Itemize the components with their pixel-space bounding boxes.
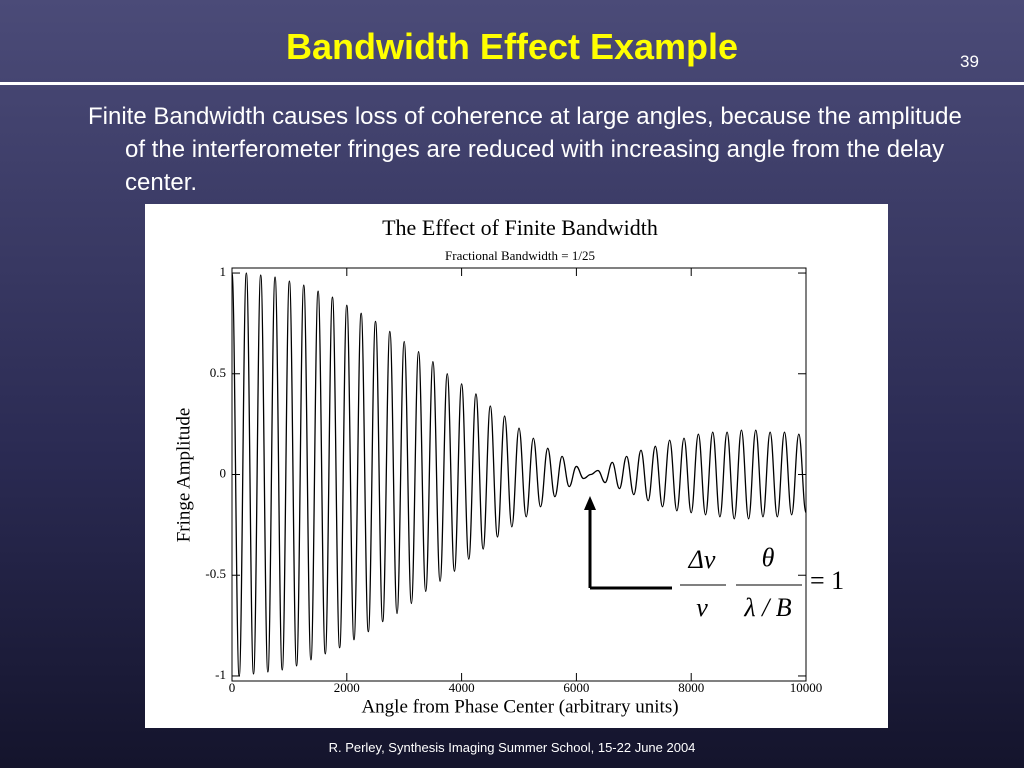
formula: = 1	[810, 566, 844, 595]
x-axis-label: Angle from Phase Center (arbitrary units…	[361, 696, 678, 717]
x-tick-label: 8000	[678, 680, 704, 695]
y-axis-label: Fringe Amplitude	[173, 408, 194, 543]
chart: The Effect of Finite Bandwidth Fractiona…	[173, 215, 845, 718]
y-tick-label: 1	[220, 264, 227, 279]
chart-subtitle: Fractional Bandwidth = 1/25	[445, 248, 595, 263]
y-tick-label: -0.5	[205, 566, 226, 581]
formula: Δν	[688, 545, 716, 574]
page-number: 39	[960, 52, 979, 71]
slide-title: Bandwidth Effect Example	[285, 26, 739, 67]
x-tick-label: 0	[229, 680, 236, 695]
x-tick-label: 6000	[563, 680, 589, 695]
chart-title: The Effect of Finite Bandwidth	[382, 215, 658, 240]
body-text: Finite Bandwidth causes loss of coherenc…	[88, 103, 962, 196]
formula: ν	[696, 593, 708, 622]
y-tick-label: 0	[220, 465, 227, 480]
formula: θ	[762, 543, 775, 572]
title-rule	[0, 82, 1024, 85]
x-tick-label: 2000	[334, 680, 360, 695]
y-tick-label: -1	[215, 667, 226, 682]
y-tick-label: 0.5	[210, 365, 226, 380]
formula: λ / B	[743, 593, 791, 622]
fringe-line	[231, 272, 807, 677]
arrow	[588, 505, 672, 590]
footer: R. Perley, Synthesis Imaging Summer Scho…	[328, 740, 696, 755]
x-tick-label: 10000	[790, 680, 823, 695]
x-tick-label: 4000	[449, 680, 475, 695]
arrow-head	[584, 496, 596, 510]
